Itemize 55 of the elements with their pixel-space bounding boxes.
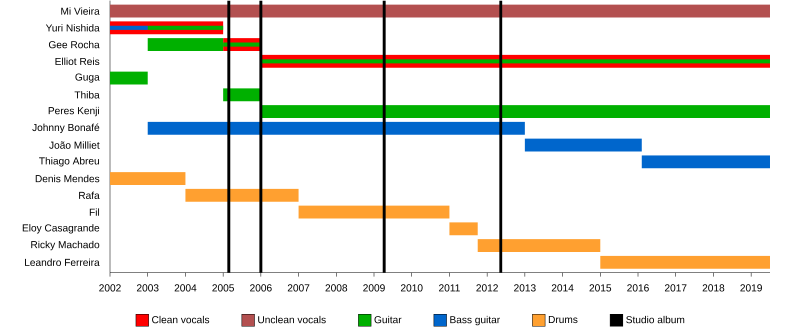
bar [148, 122, 525, 135]
bar [600, 256, 770, 269]
bar [110, 4, 770, 18]
x-tick-label: 2018 [702, 284, 724, 292]
y-tick-label: Thiago Abreu [39, 157, 100, 167]
y-tick-label: Eloy Casagrande [22, 224, 100, 234]
x-tick-label: 2009 [363, 284, 385, 292]
bar [449, 222, 478, 236]
x-tick-label: 2014 [552, 284, 574, 292]
legend-label: Drums [548, 316, 578, 324]
y-tick-label: Guga [75, 73, 100, 83]
legend-label: Studio album [626, 316, 684, 324]
x-tick-label: 2016 [627, 284, 649, 292]
y-tick-label: Leandro Ferreira [25, 258, 100, 266]
x-tick-label: 2005 [212, 284, 234, 292]
legend-label: Guitar [374, 316, 402, 324]
bar [298, 206, 450, 218]
y-tick-label: Gee Rocha [48, 40, 100, 48]
x-tick-label: 2012 [476, 284, 498, 292]
bar [110, 72, 148, 84]
x-tick-label: 2008 [326, 284, 348, 292]
x-tick-label: 2007 [288, 284, 310, 292]
legend-label: Clean vocals [152, 316, 210, 324]
y-tick-label: Yuri Nishida [46, 24, 100, 32]
x-tick-label: 2006 [250, 284, 272, 292]
y-tick-label: Denis Mendes [36, 174, 100, 182]
y-tick-label: Fil [90, 208, 100, 216]
bar [148, 26, 224, 30]
x-tick-label: 2015 [590, 284, 612, 292]
x-tick-label: 2019 [740, 284, 762, 292]
x-tick-label: 2003 [136, 284, 159, 292]
x-tick-label: 2017 [664, 284, 686, 292]
bar [478, 239, 600, 252]
bar [524, 138, 642, 152]
bar [185, 188, 299, 202]
y-tick-label: Peres Kenji [48, 106, 99, 116]
y-tick-label: Johnny Bonafé [32, 124, 100, 134]
bar [110, 172, 186, 185]
y-tick-label: Elliot Reis [55, 58, 100, 66]
x-tick-label: 2002 [99, 284, 121, 292]
legend-label: Bass guitar [450, 316, 500, 326]
y-tick-label: Ricky Machado [31, 240, 100, 250]
x-tick-label: 2013 [514, 284, 536, 292]
y-tick-label: João Milliet [49, 141, 100, 149]
bar [642, 155, 770, 168]
x-tick-label: 2011 [439, 284, 460, 292]
y-tick-label: Mi Vieira [61, 7, 100, 15]
bar [110, 26, 148, 30]
x-tick-label: 2004 [174, 284, 196, 292]
legend-label: Unclean vocals [258, 316, 326, 324]
x-tick-label: 2010 [400, 284, 423, 292]
bar [260, 59, 770, 64]
bar [260, 105, 770, 118]
y-tick-label: Thiba [74, 91, 100, 99]
y-tick-label: Rafa [79, 192, 100, 200]
